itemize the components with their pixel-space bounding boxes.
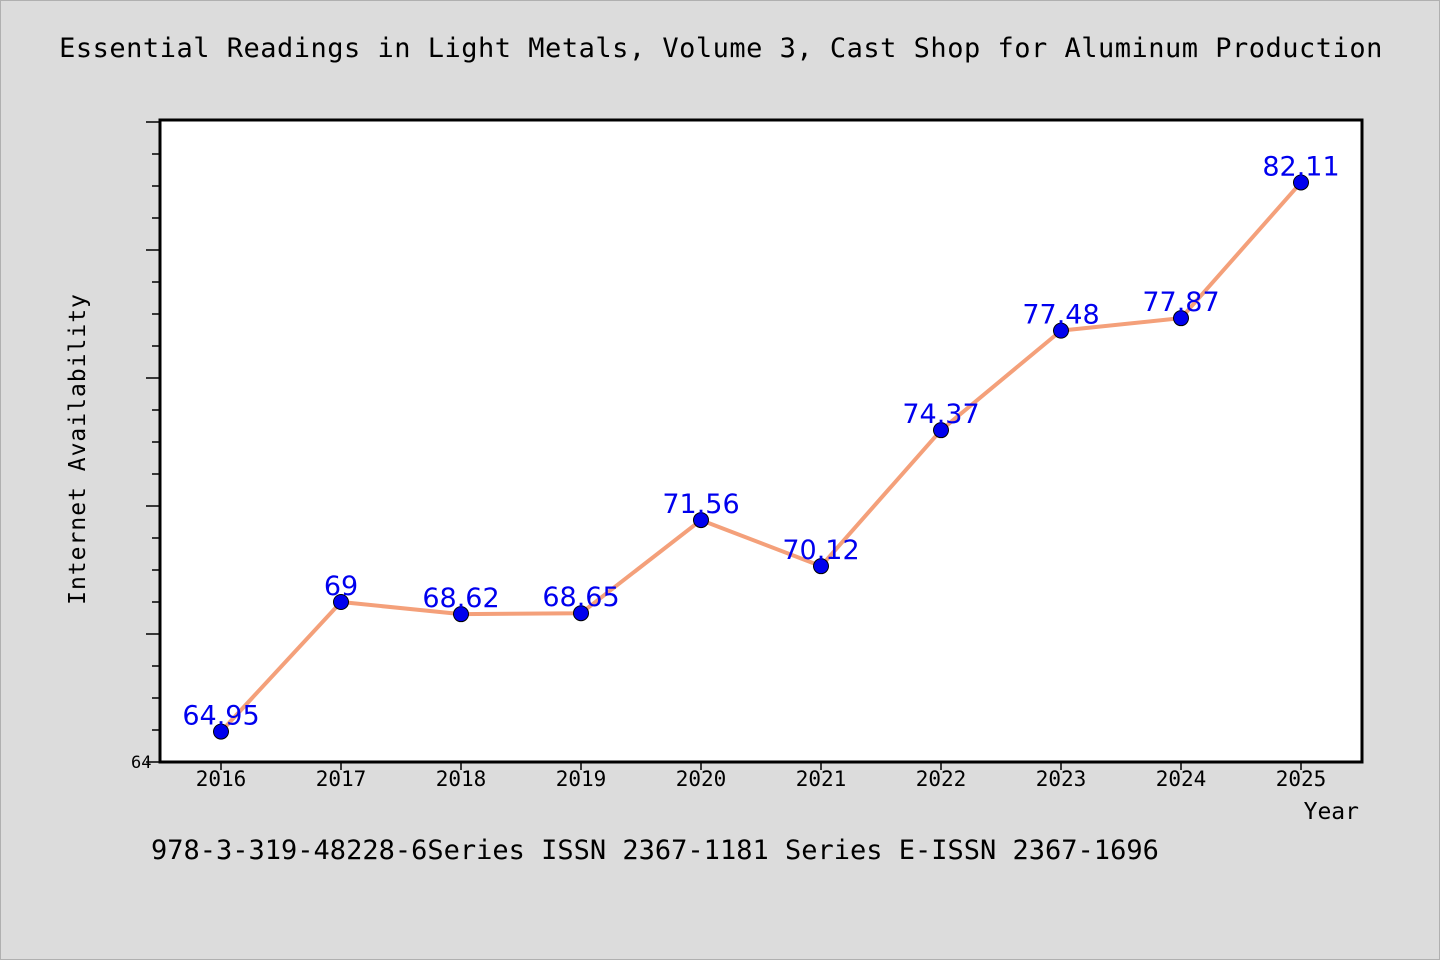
- data-point: [213, 723, 229, 740]
- x-axis-label: Year: [1304, 799, 1359, 825]
- data-label: 82.11: [1262, 151, 1339, 182]
- x-tick-label: 2023: [1036, 767, 1087, 791]
- data-label: 68.62: [422, 583, 499, 614]
- data-point: [813, 558, 829, 575]
- data-label: 77.87: [1142, 287, 1219, 318]
- data-label: 68.65: [542, 582, 619, 613]
- data-label: 69: [324, 571, 358, 602]
- x-tick-label: 2025: [1276, 767, 1327, 791]
- data-point: [1293, 174, 1309, 191]
- data-label: 77.48: [1022, 300, 1099, 331]
- data-point: [573, 605, 589, 622]
- data-point: [1173, 310, 1189, 327]
- data-point: [1053, 322, 1069, 339]
- data-label: 64.95: [182, 701, 259, 732]
- x-tick-label: 2024: [1156, 767, 1207, 791]
- data-point: [333, 594, 349, 610]
- data-point: [453, 606, 469, 623]
- x-tick-label: 2020: [676, 767, 727, 791]
- plot-area: [158, 118, 1364, 764]
- data-label: 71.56: [662, 489, 739, 520]
- data-label: 70.12: [782, 535, 859, 566]
- x-tick-label: 2018: [436, 767, 487, 791]
- x-tick-label: 2021: [796, 767, 847, 791]
- y-tick-label: 64: [131, 753, 151, 773]
- y-axis-label: Internet Availability: [65, 293, 91, 605]
- x-tick-label: 2019: [556, 767, 607, 791]
- data-point: [693, 512, 709, 529]
- series-line: [219, 180, 1303, 734]
- footnote: 978-3-319-48228-6Series ISSN 2367-1181 S…: [151, 835, 1159, 866]
- x-tick-label: 2017: [316, 767, 367, 791]
- data-label: 74.37: [902, 399, 979, 430]
- x-tick-label: 2016: [196, 767, 247, 791]
- data-point: [933, 422, 949, 439]
- chart-title: Essential Readings in Light Metals, Volu…: [59, 33, 1383, 64]
- x-tick-label: 2022: [916, 767, 967, 791]
